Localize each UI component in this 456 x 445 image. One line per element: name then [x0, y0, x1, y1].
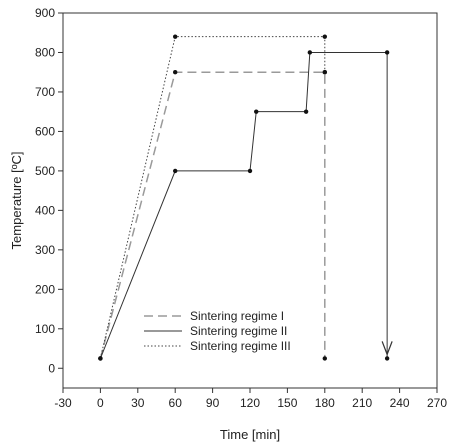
y-axis-ticks: 0 100 200 300 400 500 600 700 800 900: [35, 6, 63, 375]
y-tick-label: 300: [35, 243, 55, 257]
x-tick-label: -30: [54, 396, 72, 410]
data-point: [173, 70, 178, 75]
x-tick-label: 0: [97, 396, 104, 410]
data-point: [173, 34, 178, 39]
x-tick-label: 180: [315, 396, 335, 410]
series-line: [99, 51, 388, 359]
x-axis-ticks: -30 0 30 60 90 120 150 180 210 240 270: [54, 388, 447, 410]
y-tick-label: 200: [35, 282, 55, 296]
data-point: [173, 168, 178, 174]
data-point: [384, 50, 390, 55]
legend-label: Sintering regime I: [190, 309, 284, 323]
x-tick-label: 90: [206, 396, 220, 410]
x-tick-label: 60: [169, 396, 183, 410]
y-tick-label: 0: [48, 361, 55, 375]
series-3: [98, 34, 327, 361]
y-tick-label: 100: [35, 322, 55, 336]
y-tick-label: 900: [35, 6, 55, 20]
data-point: [322, 34, 327, 39]
y-tick-label: 500: [35, 164, 55, 178]
y-tick-label: 600: [35, 124, 55, 138]
y-tick-label: 400: [35, 203, 55, 217]
series-line: [99, 71, 326, 359]
data-point: [98, 356, 103, 361]
y-axis-label: Temperature [ºC]: [9, 152, 24, 250]
data-point: [247, 168, 253, 174]
x-tick-label: 30: [131, 396, 145, 410]
y-tick-label: 800: [35, 45, 55, 59]
data-point: [307, 50, 313, 55]
legend-label: Sintering regime II: [190, 324, 287, 338]
x-tick-label: 270: [427, 396, 447, 410]
series-2: [98, 50, 390, 361]
data-point: [384, 356, 390, 361]
data-point: [322, 70, 327, 75]
x-tick-label: 150: [277, 396, 297, 410]
x-tick-label: 210: [352, 396, 372, 410]
series-layer: [98, 34, 393, 361]
series-line: [99, 36, 326, 359]
legend-label: Sintering regime III: [190, 339, 291, 353]
data-point: [303, 109, 309, 114]
y-tick-label: 700: [35, 85, 55, 99]
data-point: [254, 109, 259, 114]
x-axis-label: Time [min]: [220, 427, 280, 442]
data-point: [322, 356, 327, 361]
x-tick-label: 120: [240, 396, 260, 410]
x-tick-label: 240: [390, 396, 410, 410]
arrow-head: [381, 341, 393, 357]
